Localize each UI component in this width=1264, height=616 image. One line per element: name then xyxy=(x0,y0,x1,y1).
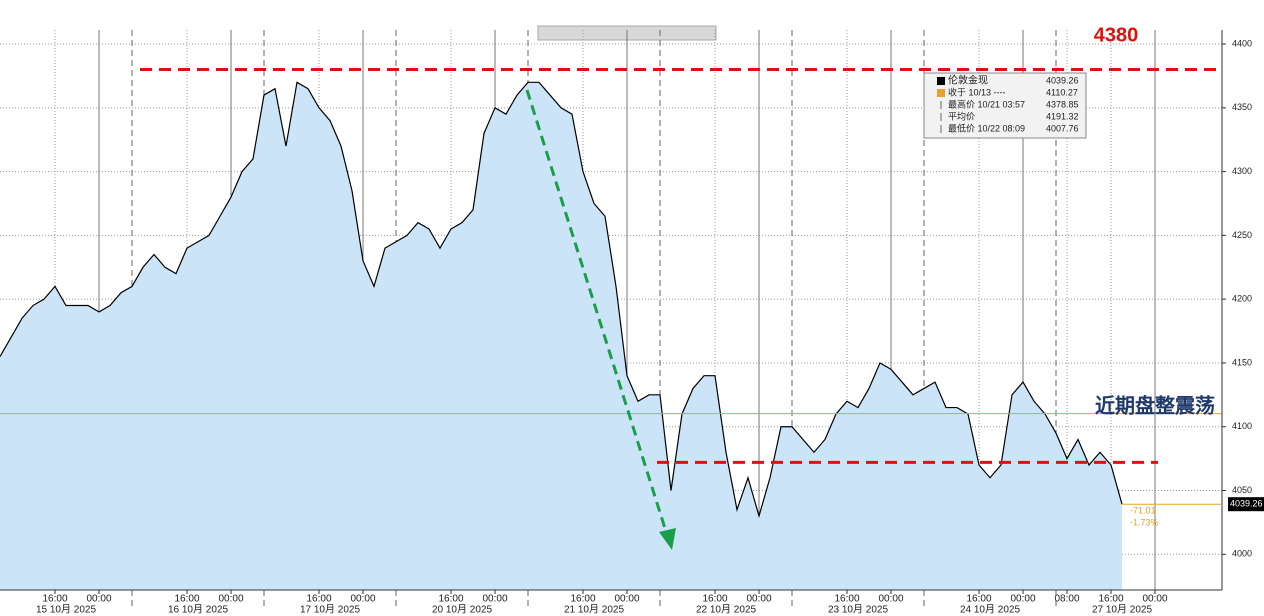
legend-value: 4191.32 xyxy=(1046,111,1079,121)
y-tick-label: 4250 xyxy=(1232,230,1252,240)
x-tick-label: 16:00 xyxy=(834,594,859,605)
y-tick-label: 4200 xyxy=(1232,294,1252,304)
legend-box xyxy=(923,72,1087,139)
date-label: 22 10月 2025 xyxy=(696,604,756,616)
legend-value: 4039.26 xyxy=(1046,75,1079,85)
date-label: 23 10月 2025 xyxy=(828,604,888,616)
x-tick-label: 00:00 xyxy=(746,594,771,605)
x-tick-label: 16:00 xyxy=(966,594,991,605)
date-label: 21 10月 2025 xyxy=(564,604,624,616)
x-tick-label: 00:00 xyxy=(86,594,111,605)
y-tick-label: 4000 xyxy=(1232,549,1252,559)
x-tick-label: 00:00 xyxy=(1010,594,1035,605)
x-tick-label: 16:00 xyxy=(174,594,199,605)
date-label: 17 10月 2025 xyxy=(300,604,360,616)
date-label: 16 10月 2025 xyxy=(168,604,228,616)
change-pct: -1.73% xyxy=(1130,517,1159,527)
x-tick-label: 16:00 xyxy=(1098,594,1123,605)
y-tick-label: 4050 xyxy=(1232,485,1252,495)
y-tick-label: 4350 xyxy=(1232,102,1252,112)
y-tick-label: 4150 xyxy=(1232,357,1252,367)
x-tick-label: 16:00 xyxy=(42,594,67,605)
x-tick-label: 16:00 xyxy=(570,594,595,605)
reference-lines xyxy=(0,68,1222,464)
line xyxy=(0,81,1123,519)
legend-value: 4110.27 xyxy=(1046,87,1078,97)
level-label: 4380 xyxy=(1094,24,1139,46)
x-tick-label: 00:00 xyxy=(1142,594,1167,605)
area xyxy=(0,82,1122,590)
date-label: 27 10月 2025 xyxy=(1092,604,1152,616)
legend-name: 最低价 10/22 08:09 xyxy=(948,122,1025,133)
last-tag xyxy=(1228,497,1264,512)
date-label: 20 10月 2025 xyxy=(432,604,492,616)
x-tick-label: 00:00 xyxy=(218,594,243,605)
legend-name: 伦敦金现 xyxy=(948,74,988,87)
x-tick-label: 08:00 xyxy=(1054,594,1079,605)
legend-value: 4378.85 xyxy=(1046,99,1079,109)
axes: 4000 4050 4100 4150 4200 4250 4300 4350 4400 16:0… xyxy=(0,30,1264,616)
annotation: 近期盘整震荡 xyxy=(1095,393,1215,417)
legend: 伦敦金现 4039.26 收于 10/13 ---- 4110.27 最高价 10/21… xyxy=(937,74,1079,133)
legend-swatch xyxy=(937,89,945,97)
trend-arrow xyxy=(525,89,670,539)
plot xyxy=(0,81,1123,590)
x-tick-label: 00:00 xyxy=(350,594,375,605)
legend-name: 平均价 xyxy=(948,110,975,121)
last-value: 4039.26 xyxy=(1230,499,1263,509)
legend-swatch xyxy=(937,77,945,85)
legend-value: 4007.76 xyxy=(1046,123,1079,133)
x-tick-label: 00:00 xyxy=(614,594,639,605)
x-tick-label: 16:00 xyxy=(702,594,727,605)
x-tick-label: 16:00 xyxy=(438,594,463,605)
x-tick-label: 00:00 xyxy=(482,594,507,605)
change: -71.01 xyxy=(1130,505,1156,515)
y-tick-label: 4100 xyxy=(1232,421,1252,431)
y-tick-label: 4400 xyxy=(1232,38,1252,48)
date-label: 24 10月 2025 xyxy=(960,604,1020,616)
x-tick-label: 16:00 xyxy=(306,594,331,605)
arrow-head xyxy=(659,528,676,550)
legend-name: 收于 10/13 ---- xyxy=(948,86,1006,97)
x-tick-label: 00:00 xyxy=(878,594,903,605)
legend-name: 最高价 10/21 03:57 xyxy=(948,98,1025,109)
date-label: 15 10月 2025 xyxy=(36,604,96,616)
y-tick-label: 4300 xyxy=(1232,166,1252,176)
